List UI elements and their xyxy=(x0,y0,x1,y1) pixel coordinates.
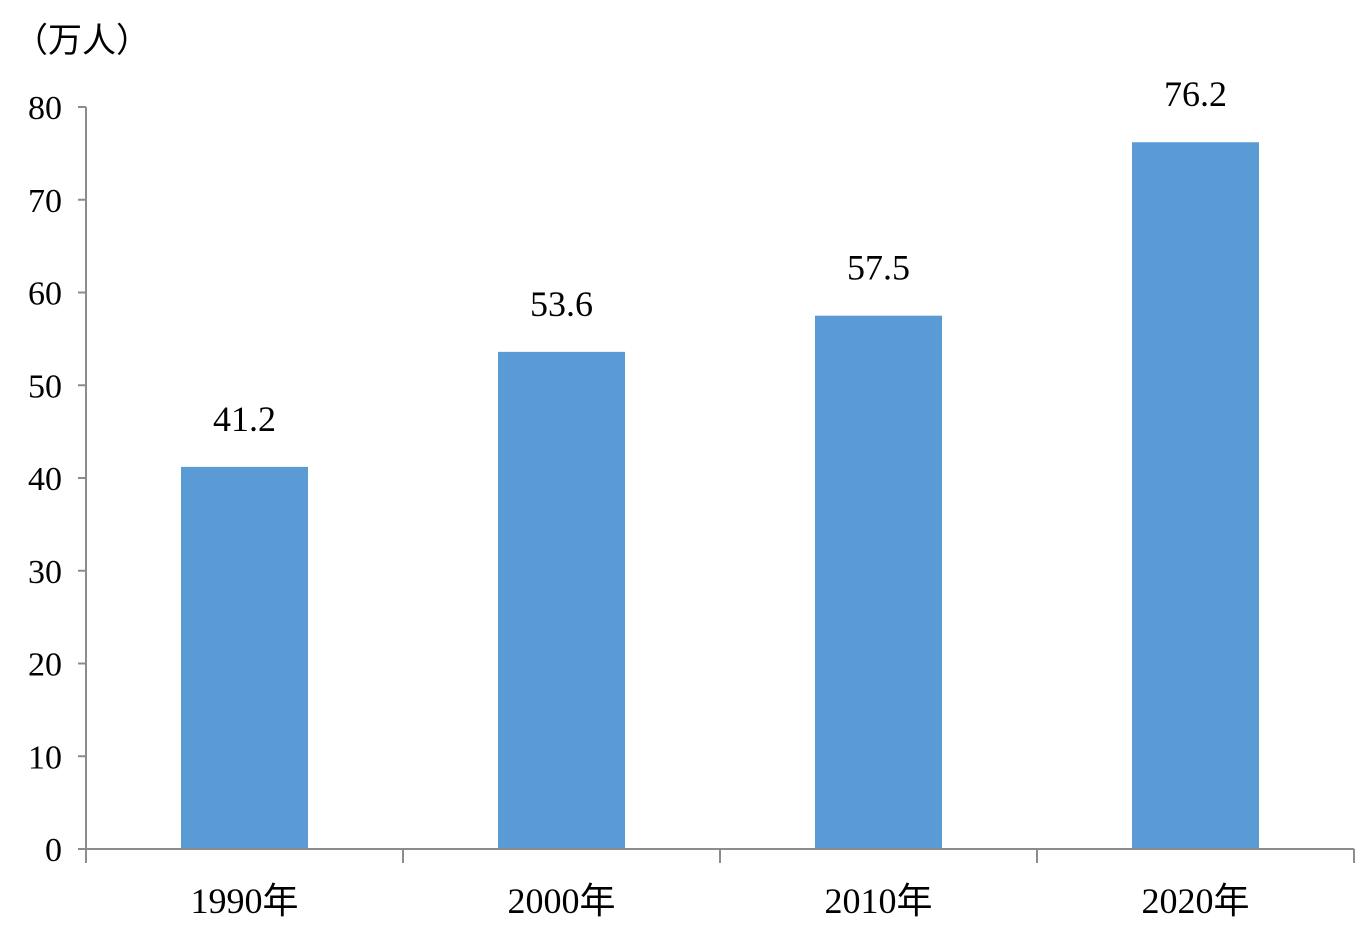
bar-4 xyxy=(1132,142,1259,849)
y-tick-label: 70 xyxy=(28,183,62,220)
bar-value-label: 41.2 xyxy=(213,399,276,439)
y-tick-label: 50 xyxy=(28,368,62,405)
x-category-label: 2010年 xyxy=(824,881,932,921)
y-tick-label: 20 xyxy=(28,647,62,684)
y-unit-label: （万人） xyxy=(14,22,150,60)
data-labels-group: 41.2 53.6 57.5 76.2 xyxy=(213,74,1227,439)
x-axis-ticks: 1990年 2000年 2010年 2020年 xyxy=(85,849,1355,921)
bar-value-label: 57.5 xyxy=(847,248,910,288)
y-axis-ticks: 0 10 20 30 40 50 60 70 80 xyxy=(28,90,86,869)
y-tick-label: 0 xyxy=(45,832,62,869)
y-tick-label: 40 xyxy=(28,461,62,498)
bar-2 xyxy=(498,351,625,849)
y-tick-label: 10 xyxy=(28,739,62,776)
y-tick-label: 30 xyxy=(28,554,62,591)
bar-value-label: 76.2 xyxy=(1164,74,1227,114)
bars-group xyxy=(181,142,1259,849)
y-tick-label: 80 xyxy=(28,90,62,127)
bar-value-label: 53.6 xyxy=(530,284,593,324)
y-tick-label: 60 xyxy=(28,276,62,313)
x-category-label: 2020年 xyxy=(1141,881,1249,921)
bar-3 xyxy=(815,315,942,849)
bar-1 xyxy=(181,466,308,849)
x-category-label: 1990年 xyxy=(190,881,298,921)
x-category-label: 2000年 xyxy=(507,881,615,921)
